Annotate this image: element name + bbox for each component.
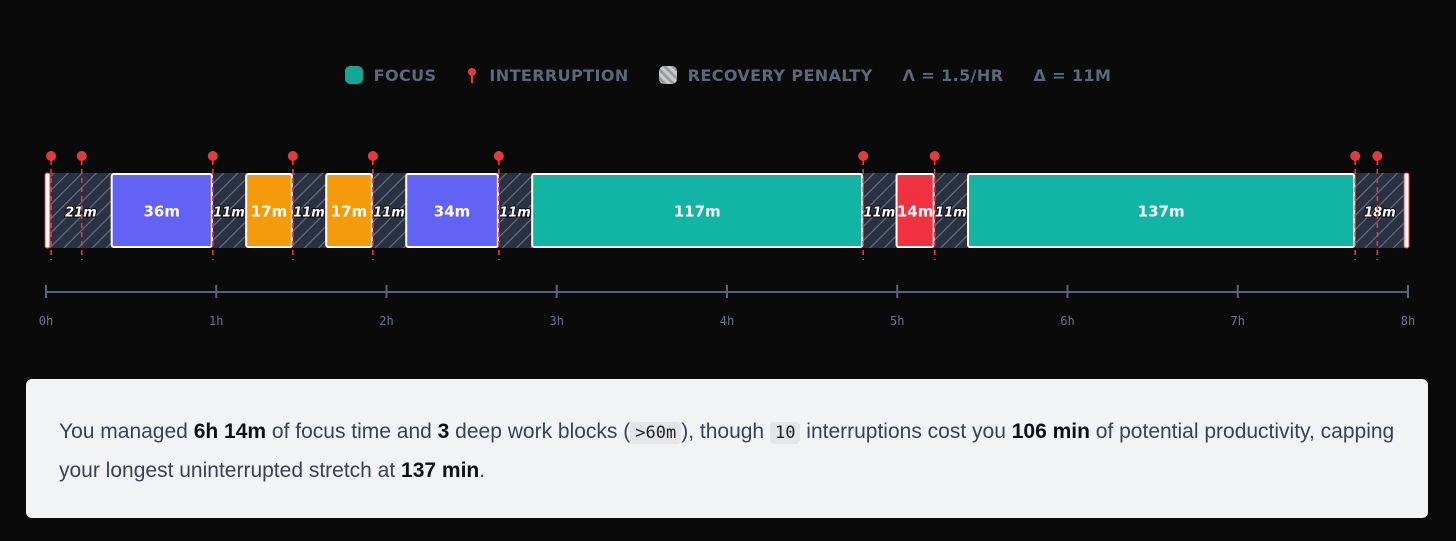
interruption-pin-6 (858, 151, 869, 161)
block-label-3: 17m (251, 203, 288, 221)
axis-tick-label-4: 4h (720, 314, 734, 328)
recovery-label-6: 11m (373, 206, 405, 221)
block-5 (325, 173, 373, 248)
block-1 (110, 173, 213, 248)
focus-time-value: 6h 14m (193, 420, 267, 443)
summary-text-3: deep work blocks ( (449, 420, 631, 443)
deep-blocks-value: 3 (437, 420, 450, 443)
summary-text-6: of potential productivity, capping your … (59, 420, 1395, 482)
axis-tick-label-2: 2h (379, 314, 393, 328)
block-label-9: 117m (674, 203, 721, 221)
recovery-label-12: 11m (935, 206, 967, 221)
interruption-pin-2 (207, 151, 218, 161)
axis-tick-label-6: 6h (1060, 314, 1074, 328)
block-label-13: 137m (1138, 203, 1185, 221)
summary-text-1: You managed (59, 420, 194, 443)
summary-text-7: . (479, 459, 486, 482)
axis-tick-label-3: 3h (550, 314, 564, 328)
recovery-label-4: 11m (293, 206, 325, 221)
summary-text-4: ), though (681, 420, 770, 443)
block-13 (967, 173, 1356, 248)
block-label-5: 17m (331, 203, 368, 221)
block-label-7: 34m (434, 203, 471, 221)
interruption-pin-3 (287, 151, 298, 161)
hatch-swatch-icon (658, 66, 677, 84)
summary-card: You managed 6h 14m of focus time and 3 d… (26, 379, 1428, 518)
block-7 (405, 173, 499, 248)
recovery-label-2: 11m (213, 206, 245, 221)
interruption-pin-1 (76, 151, 87, 161)
axis-tick-label-0: 0h (39, 314, 53, 328)
legend-interruption-label: INTERRUPTION (489, 65, 629, 85)
cost-value: 106 min (1011, 420, 1090, 443)
axis-tick-label-7: 7h (1231, 314, 1245, 328)
block-label-11: 14m (897, 203, 934, 221)
interruption-markers (46, 151, 1383, 260)
day-start-edge (44, 172, 51, 249)
legend-delta: Δ = 11M (1033, 65, 1112, 85)
summary-text-2: of focus time and (266, 420, 438, 443)
recovery-label-8: 11m (499, 206, 531, 221)
legend-recovery: RECOVERY PENALTY (658, 65, 873, 85)
axis-tick-label-8: 8h (1401, 314, 1415, 328)
timeline-bars: 21m 36m 11m 17m 11m 17m 11m 34m 11m 117m 11m 14m 11m… (44, 172, 1410, 249)
longest-stretch-value: 137 min (401, 459, 480, 482)
legend-focus: FOCUS (344, 65, 437, 85)
block-label-1: 36m (144, 203, 181, 221)
legend-interruption: INTERRUPTION (466, 66, 628, 85)
interruption-pin-7 (929, 151, 940, 161)
interruption-pin-icon (466, 66, 478, 84)
interruption-pin-4 (367, 151, 378, 161)
day-end-edge (1403, 172, 1410, 249)
summary-text-5: interruptions cost you (800, 420, 1012, 443)
interruption-pin-0 (46, 151, 57, 161)
legend: FOCUS INTERRUPTION RECOVERY PENALTY Λ = … (0, 62, 1456, 88)
recovery-label-14: 18m (1364, 206, 1396, 221)
recovery-label-0: 21m (65, 206, 97, 221)
time-axis: 0h 1h 2h 3h 4h 5h 6h 7h 8h (39, 285, 1415, 328)
timeline-chart: 21m 36m 11m 17m 11m 17m 11m 34m 11m 117m 11m 14m 11m… (39, 151, 1415, 328)
block-11 (895, 173, 935, 248)
focus-swatch-icon (344, 66, 363, 84)
axis-tick-label-5: 5h (890, 314, 904, 328)
interruption-pin-5 (493, 151, 504, 161)
deep-threshold-code: >60m (630, 422, 682, 444)
axis-tick-label-1: 1h (209, 314, 223, 328)
legend-recovery-label: RECOVERY PENALTY (687, 65, 873, 85)
block-3 (245, 173, 293, 248)
legend-lambda: Λ = 1.5/HR (902, 65, 1004, 85)
interruption-pin-8 (1350, 151, 1361, 161)
block-9 (531, 173, 864, 248)
recovery-label-10: 11m (864, 206, 896, 221)
legend-focus-label: FOCUS (373, 65, 437, 85)
interruption-pin-9 (1372, 151, 1383, 161)
interruptions-count-code: 10 (769, 422, 801, 444)
